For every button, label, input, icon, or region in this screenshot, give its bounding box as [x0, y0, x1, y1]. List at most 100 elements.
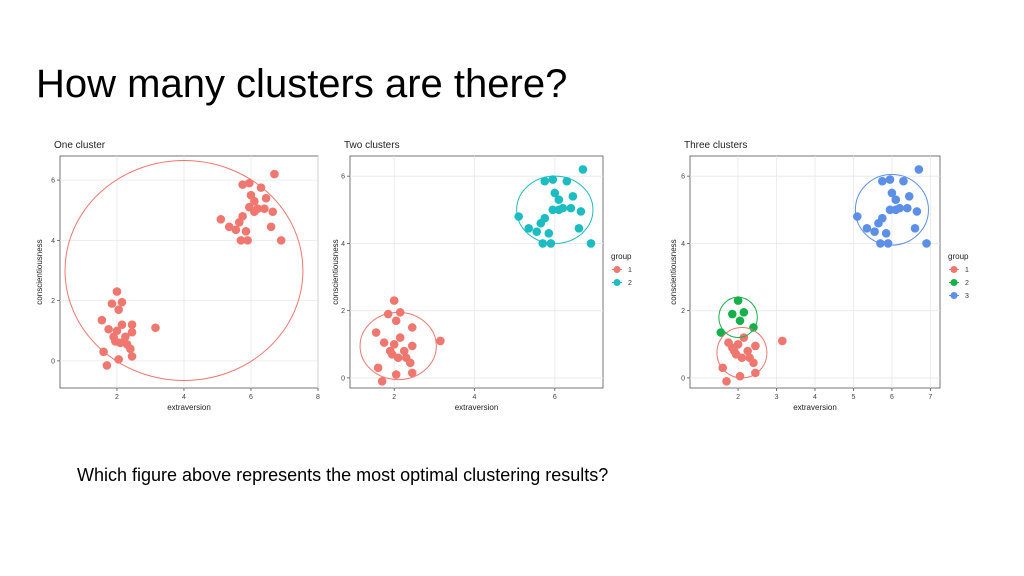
data-point — [114, 305, 123, 314]
data-point — [887, 188, 897, 198]
y-tick-label: 0 — [51, 358, 55, 365]
data-point — [728, 309, 737, 319]
y-tick-label: 2 — [51, 298, 55, 305]
data-point — [883, 239, 893, 248]
data-point — [102, 361, 112, 370]
data-point — [126, 344, 135, 354]
data-point — [853, 212, 862, 221]
data-point — [97, 315, 107, 325]
y-axis-label: conscientiousness — [35, 239, 44, 304]
data-point — [383, 309, 393, 319]
data-point — [914, 165, 924, 174]
data-point — [268, 207, 278, 217]
cluster-ellipse — [854, 173, 929, 246]
y-tick-label: 4 — [51, 238, 55, 245]
x-tick-label: 6 — [890, 394, 894, 401]
chart-svg: Three clusters 2 3 4 5 6 7 0 2 4 6 extraversion cons… — [669, 140, 969, 412]
legend-label: 3 — [965, 293, 969, 300]
data-point — [554, 195, 564, 205]
data-point — [885, 175, 895, 184]
x-tick-label: 2 — [392, 394, 396, 401]
data-point — [910, 223, 920, 233]
data-point — [377, 376, 387, 386]
data-point — [405, 358, 415, 368]
y-tick-label: 4 — [681, 241, 685, 248]
question-text: Which figure above represents the most o… — [77, 465, 609, 485]
data-point — [722, 376, 731, 386]
data-point — [127, 327, 137, 337]
data-point — [236, 236, 246, 245]
data-point — [266, 222, 276, 232]
plot-title: One cluster — [54, 140, 106, 151]
data-point — [912, 207, 922, 216]
data-point — [127, 320, 137, 330]
data-point — [399, 346, 409, 356]
plot-panel — [59, 155, 319, 389]
data-point — [739, 308, 749, 317]
legend-title: group — [948, 252, 969, 261]
plot-title: Two clusters — [344, 140, 400, 151]
data-point — [544, 229, 554, 238]
data-point — [548, 205, 558, 215]
y-tick-label: 2 — [681, 308, 685, 315]
x-tick-label: 4 — [473, 394, 477, 401]
data-point — [117, 320, 127, 330]
x-tick-label: 5 — [852, 394, 856, 401]
data-point — [407, 341, 417, 351]
y-tick-label: 6 — [681, 174, 685, 181]
data-point — [389, 296, 399, 305]
chart-svg: Two clusters 2 4 6 0 2 4 6 extraversion conscient… — [331, 140, 632, 412]
data-point — [562, 176, 572, 186]
y-tick-label: 2 — [341, 308, 345, 315]
y-tick-label: 0 — [681, 375, 685, 382]
data-point — [751, 341, 760, 351]
x-tick-label: 2 — [736, 394, 740, 401]
chart-one-cluster: One cluster 2 4 6 8 0 2 4 6 extraversion conscient… — [34, 134, 326, 422]
data-point — [895, 203, 904, 213]
x-tick-label: 8 — [316, 394, 320, 401]
chart-three-clusters: Three clusters 2 3 4 5 6 7 0 2 4 6 extraversion cons… — [668, 134, 1008, 422]
data-point — [253, 204, 262, 214]
x-axis-label: extraversion — [167, 403, 211, 412]
data-point — [224, 222, 234, 232]
data-point — [112, 287, 122, 296]
data-point — [112, 326, 122, 336]
y-axis-label: conscientiousness — [669, 239, 678, 304]
data-point — [735, 316, 745, 326]
data-point — [241, 227, 251, 236]
data-point — [395, 333, 405, 342]
cluster-ellipse — [516, 175, 594, 244]
x-tick-label: 4 — [813, 394, 817, 401]
data-point — [743, 346, 752, 356]
data-point — [121, 332, 130, 342]
data-point — [391, 316, 401, 326]
data-point — [870, 227, 879, 236]
cluster-ellipse — [359, 311, 437, 381]
cluster-ellipse — [64, 160, 304, 381]
data-point — [243, 236, 252, 245]
data-point — [550, 188, 560, 198]
legend-label: 1 — [965, 267, 969, 274]
data-point — [407, 368, 417, 378]
legend-key-dot — [950, 292, 958, 299]
data-point — [151, 323, 160, 333]
data-point — [276, 236, 286, 245]
data-point — [778, 336, 787, 346]
data-point — [373, 363, 383, 373]
data-point — [749, 358, 758, 368]
x-tick-label: 4 — [182, 394, 186, 401]
cluster-ellipse — [718, 296, 758, 339]
data-point — [878, 176, 887, 186]
data-point — [733, 296, 743, 305]
data-point — [922, 239, 931, 248]
data-point — [246, 190, 256, 200]
data-point — [576, 207, 586, 216]
data-point — [899, 176, 908, 186]
data-point — [904, 192, 914, 201]
data-point — [731, 350, 741, 359]
data-point — [558, 203, 568, 213]
data-point — [270, 169, 279, 179]
data-point — [568, 192, 578, 201]
data-point — [387, 350, 397, 359]
legend-label: 2 — [965, 280, 969, 287]
